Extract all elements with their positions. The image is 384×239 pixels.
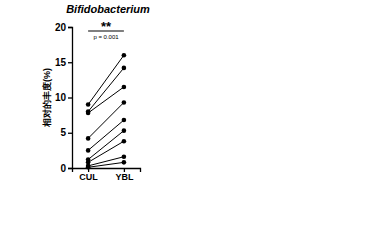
y-tick-label: 5 xyxy=(60,127,66,138)
y-tick-label: 15 xyxy=(55,57,67,68)
y-axis-line xyxy=(68,28,73,169)
plot-area xyxy=(86,53,126,170)
significance-stars: ** xyxy=(101,19,112,34)
subject-line xyxy=(88,162,124,167)
point xyxy=(122,154,127,159)
subject-line xyxy=(88,141,124,162)
y-tick: 5 xyxy=(60,127,72,138)
y-tick: 15 xyxy=(55,57,72,68)
point xyxy=(86,165,91,170)
point xyxy=(122,160,127,165)
y-tick: 10 xyxy=(55,92,72,103)
point xyxy=(86,148,91,153)
x-axis: CUL YBL xyxy=(73,168,141,182)
point xyxy=(122,66,127,71)
x-tick: CUL xyxy=(79,168,98,182)
x-tick-label: CUL xyxy=(79,172,98,182)
point xyxy=(122,139,127,144)
y-tick-label: 10 xyxy=(55,92,67,103)
y-axis: 0 5 10 15 20 xyxy=(55,22,73,174)
y-tick-mark xyxy=(68,168,72,169)
point xyxy=(86,136,91,141)
point xyxy=(122,53,127,58)
y-tick-label: 0 xyxy=(60,163,66,174)
point xyxy=(86,102,91,107)
point xyxy=(122,128,127,133)
y-tick-mark xyxy=(68,62,72,63)
subject-line xyxy=(88,87,124,113)
title: Bifidobacterium xyxy=(66,3,150,15)
subject-line xyxy=(88,68,124,112)
subject-line xyxy=(88,131,124,160)
y-tick: 20 xyxy=(55,22,72,33)
subject-line xyxy=(88,55,124,104)
y-tick-mark xyxy=(68,133,72,134)
chart: Bifidobacterium 0 5 10 15 20 CUL YBL 相对的丰度(%) **p… xyxy=(0,0,384,239)
y-tick-label: 20 xyxy=(55,22,67,33)
point xyxy=(122,100,127,105)
point xyxy=(86,111,91,116)
y-tick: 0 xyxy=(60,163,72,174)
y-axis-title: 相对的丰度(%) xyxy=(42,68,52,128)
y-tick-mark xyxy=(68,97,72,98)
x-tick: YBL xyxy=(115,168,134,182)
point xyxy=(122,85,127,90)
y-tick-mark xyxy=(68,27,72,28)
p-value: p = 0.001 xyxy=(93,34,119,40)
point xyxy=(122,118,127,123)
subject-line xyxy=(88,102,124,138)
x-tick-label: YBL xyxy=(115,172,134,182)
